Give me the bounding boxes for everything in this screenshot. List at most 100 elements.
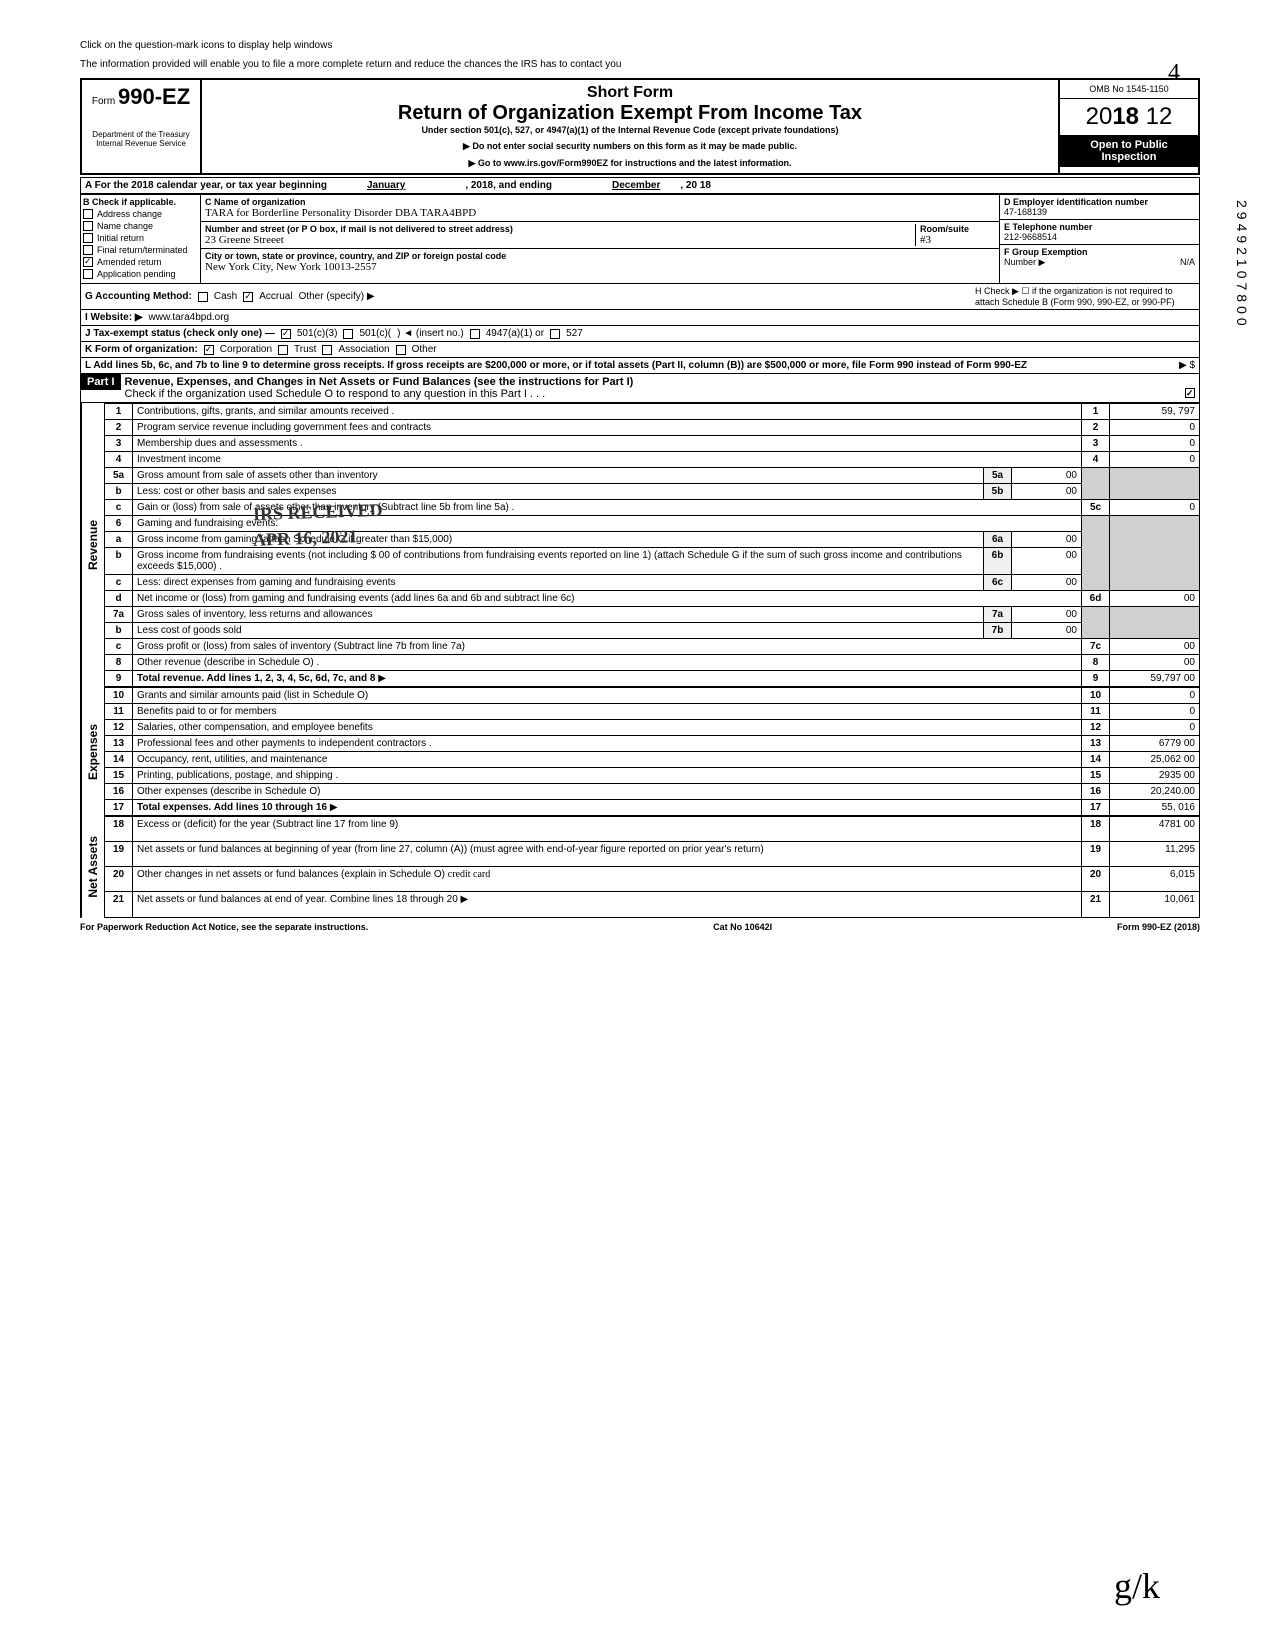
line-3: 3Membership dues and assessments .30	[105, 436, 1200, 452]
line-5a: 5aGross amount from sale of assets other…	[105, 468, 1200, 484]
year-bold: 18	[1112, 103, 1139, 130]
footer-left: For Paperwork Reduction Act Notice, see …	[80, 922, 368, 932]
b-label: B Check if applicable.	[83, 197, 198, 207]
return-title: Return of Organization Exempt From Incom…	[206, 102, 1054, 125]
c-room-label: Room/suite	[920, 224, 969, 234]
j-4947: 4947(a)(1) or	[486, 328, 544, 339]
f-label: F Group Exemption	[1004, 247, 1088, 257]
year: 2018 12	[1060, 99, 1198, 135]
part1-title-wrap: Revenue, Expenses, and Changes in Net As…	[121, 374, 1199, 402]
footer: For Paperwork Reduction Act Notice, see …	[80, 918, 1200, 936]
line-16: 16Other expenses (describe in Schedule O…	[105, 784, 1200, 800]
b-checkbox-0[interactable]	[83, 209, 93, 219]
e-row: E Telephone number 212-9668514	[1000, 220, 1199, 245]
form-prefix: Form	[92, 96, 115, 107]
handwritten-4: 4	[1168, 60, 1180, 87]
k-row: K Form of organization: Corporation Trus…	[80, 342, 1200, 358]
line-5b: bLess: cost or other basis and sales exp…	[105, 484, 1200, 500]
b-item-label-3: Final return/terminated	[97, 245, 188, 255]
b-item-label-0: Address change	[97, 209, 162, 219]
c-name-row: C Name of organization TARA for Borderli…	[201, 195, 999, 222]
line-17: 17Total expenses. Add lines 10 through 1…	[105, 800, 1200, 816]
b-item-label-1: Name change	[97, 221, 153, 231]
j-insert: ) ◄ (insert no.)	[397, 328, 464, 339]
b-item-label-4: Amended return	[97, 257, 162, 267]
j-501c3: 501(c)(3)	[297, 328, 338, 339]
g-cash-check[interactable]	[198, 292, 208, 302]
b-checkbox-2[interactable]	[83, 233, 93, 243]
j-501c3-check[interactable]	[281, 329, 291, 339]
line-12: 12Salaries, other compensation, and empl…	[105, 720, 1200, 736]
c-label: C Name of organization	[205, 197, 306, 207]
d-row: D Employer identification number 47-1681…	[1000, 195, 1199, 220]
netassets-table: 18Excess or (deficit) for the year (Subt…	[104, 816, 1200, 918]
tax-year-row: A For the 2018 calendar year, or tax yea…	[80, 177, 1200, 194]
b-checkbox-3[interactable]	[83, 245, 93, 255]
form-number: Form 990-EZ	[86, 84, 196, 110]
j-527: 527	[566, 328, 583, 339]
j-4947-check[interactable]	[470, 329, 480, 339]
i-label: I Website: ▶	[85, 312, 143, 323]
c-street: 23 Greene Streeet	[205, 234, 284, 246]
g-accrual-check[interactable]	[243, 292, 253, 302]
expenses-label: Expenses	[81, 687, 104, 816]
g-other: Other (specify) ▶	[299, 291, 375, 302]
line-6c: cLess: direct expenses from gaming and f…	[105, 575, 1200, 591]
line-6b: bGross income from fundraising events (n…	[105, 548, 1200, 575]
i-row: I Website: ▶ www.tara4bpd.org	[80, 310, 1200, 326]
line-9: 9Total revenue. Add lines 1, 2, 3, 4, 5c…	[105, 671, 1200, 687]
dept: Department of the Treasury Internal Reve…	[86, 130, 196, 148]
g-accrual: Accrual	[259, 291, 292, 302]
tax-mid: , 2018, and ending	[465, 180, 552, 191]
k-corp-check[interactable]	[204, 345, 214, 355]
revenue-label: Revenue	[81, 403, 104, 687]
line-18: 18Excess or (deficit) for the year (Subt…	[105, 817, 1200, 842]
line-7a: 7aGross sales of inventory, less returns…	[105, 607, 1200, 623]
i-website: www.tara4bpd.org	[149, 312, 230, 323]
netassets-label: Net Assets	[81, 816, 104, 918]
expenses-table: 10Grants and similar amounts paid (list …	[104, 687, 1200, 816]
k-assoc-check[interactable]	[322, 345, 332, 355]
line-7c: cGross profit or (loss) from sales of in…	[105, 639, 1200, 655]
j-label: J Tax-exempt status (check only one) —	[85, 328, 275, 339]
line-7b: bLess cost of goods sold7b00	[105, 623, 1200, 639]
d-label: D Employer identification number	[1004, 197, 1148, 207]
revenue-table: 1Contributions, gifts, grants, and simil…	[104, 403, 1200, 687]
c-city-label: City or town, state or province, country…	[205, 251, 506, 261]
k-trust: Trust	[294, 344, 316, 355]
k-other-check[interactable]	[396, 345, 406, 355]
netassets-section: Net Assets 18Excess or (deficit) for the…	[80, 816, 1200, 918]
j-527-check[interactable]	[550, 329, 560, 339]
d-ein: 47-168139	[1004, 207, 1047, 217]
b-item-1: Name change	[83, 221, 198, 231]
j-row: J Tax-exempt status (check only one) — 5…	[80, 326, 1200, 342]
section-def: D Employer identification number 47-1681…	[999, 195, 1199, 283]
k-trust-check[interactable]	[278, 345, 288, 355]
go-to: ▶ Go to www.irs.gov/Form990EZ for instru…	[206, 158, 1054, 169]
c-room: #3	[920, 234, 931, 246]
do-not-enter: ▶ Do not enter social security numbers o…	[206, 141, 1054, 152]
line-19: 19Net assets or fund balances at beginni…	[105, 842, 1200, 867]
part1-check[interactable]	[1185, 388, 1195, 398]
stamp-date: APR 16, 2021	[253, 526, 358, 551]
tax-year-a: A For the 2018 calendar year, or tax yea…	[85, 180, 327, 191]
b-checkbox-5[interactable]	[83, 269, 93, 279]
j-501c-check[interactable]	[343, 329, 353, 339]
line-13: 13Professional fees and other payments t…	[105, 736, 1200, 752]
c-city: New York City, New York 10013-2557	[205, 261, 377, 273]
line-15: 15Printing, publications, postage, and s…	[105, 768, 1200, 784]
b-checkbox-1[interactable]	[83, 221, 93, 231]
line-6d: dNet income or (loss) from gaming and fu…	[105, 591, 1200, 607]
k-corp: Corporation	[220, 344, 272, 355]
part1-header-row: Part I Revenue, Expenses, and Changes in…	[80, 374, 1200, 403]
line-4: 4Investment income40	[105, 452, 1200, 468]
g-label: G Accounting Method:	[85, 291, 192, 302]
tax-begin: January	[367, 180, 405, 191]
b-checkbox-4[interactable]	[83, 257, 93, 267]
part1-title: Revenue, Expenses, and Changes in Net As…	[125, 376, 634, 388]
form-990ez-big: 990-EZ	[118, 84, 190, 109]
open-public: Open to Public Inspection	[1060, 135, 1198, 167]
e-phone: 212-9668514	[1004, 232, 1057, 242]
form-header: Form 990-EZ Department of the Treasury I…	[80, 78, 1200, 175]
l-label: L Add lines 5b, 6c, and 7b to line 9 to …	[85, 360, 1027, 371]
